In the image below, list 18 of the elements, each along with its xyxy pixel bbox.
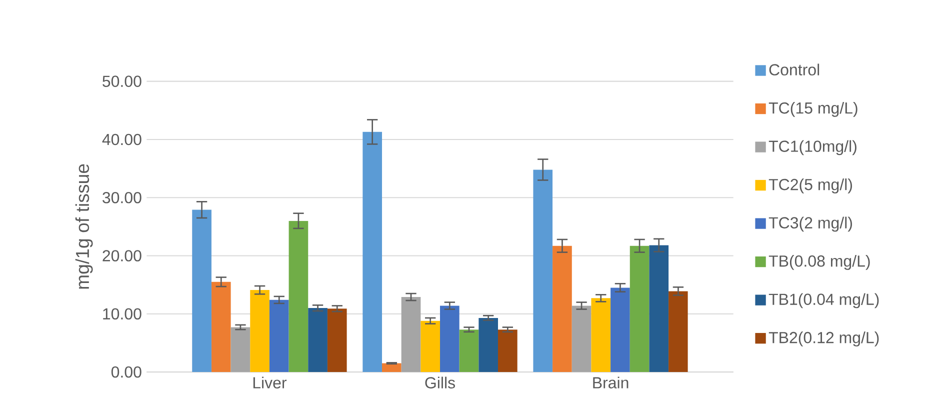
legend-label: TB(0.08 mg/L) [768,255,870,270]
y-tick-label: 0.00 [111,366,142,378]
legend-label: TC(15 mg/L) [768,102,858,117]
y-tick-label: 50.00 [102,76,142,87]
legend-label: TC1(10mg/l) [768,140,856,156]
y-tick-label: 40.00 [102,134,142,146]
y-tick-label: 10.00 [103,308,142,320]
legend-label: TB2(0.12 mg/L) [768,332,879,346]
x-tick-label: Brain [593,376,628,388]
x-tick-label: Gills [425,376,455,388]
legend-label: Control [769,64,820,76]
y-tick-label: 30.00 [102,192,142,204]
x-tick-label: Liver [253,376,287,388]
y-tick-label: 20.00 [102,250,142,262]
legend-label: TB1(0.04 mg/L) [768,293,879,308]
legend-label: TC2(5 mg/l) [768,178,852,194]
y-axis-title: mg/1g of tissue [75,164,93,289]
legend-label: TC3(2 mg/l) [768,216,852,232]
